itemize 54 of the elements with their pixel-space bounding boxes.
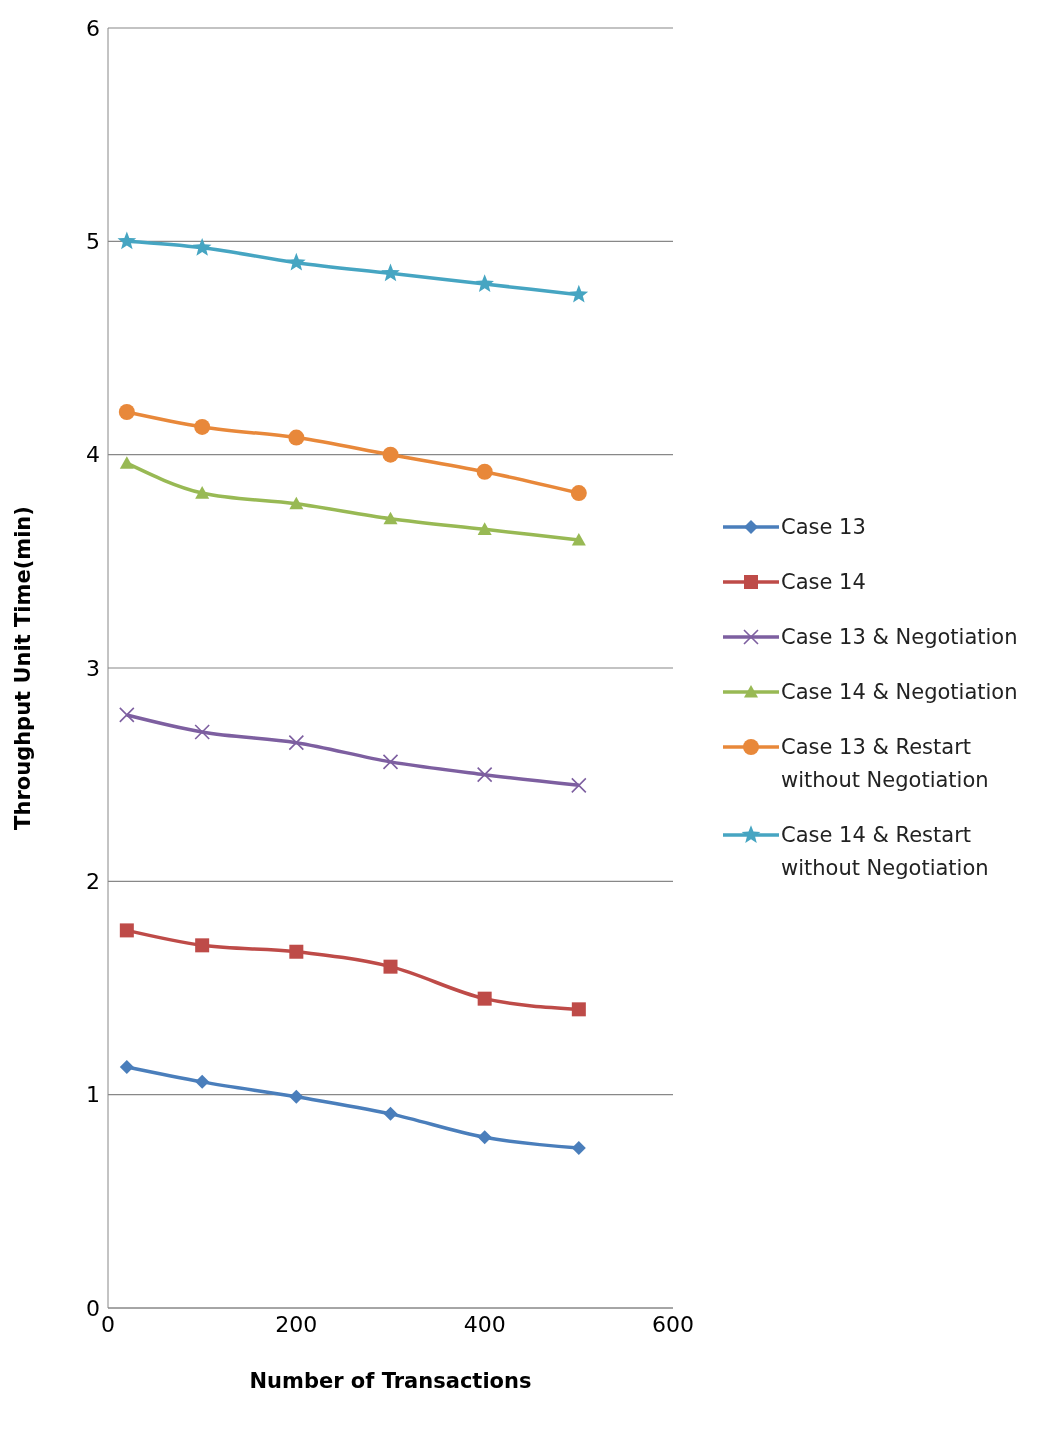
y-tick-label: 2 bbox=[86, 869, 100, 895]
x-axis-title: Number of Transactions bbox=[249, 1369, 532, 1393]
point bbox=[571, 1141, 586, 1155]
y-tick-label: 6 bbox=[86, 15, 100, 41]
point bbox=[289, 1089, 304, 1104]
legend-label: Case 14 bbox=[781, 569, 866, 596]
y-tick-label: 4 bbox=[86, 442, 100, 468]
point bbox=[289, 496, 304, 510]
point bbox=[118, 404, 135, 420]
point bbox=[117, 231, 137, 250]
point bbox=[571, 533, 586, 546]
point bbox=[477, 522, 492, 535]
y-tick-label: 1 bbox=[86, 1082, 100, 1108]
legend-label: Case 14 & Restart without Negotiation bbox=[781, 822, 990, 882]
point bbox=[194, 418, 211, 435]
point bbox=[288, 429, 305, 446]
point bbox=[194, 724, 210, 740]
point bbox=[289, 944, 304, 959]
x-tick-label: 200 bbox=[275, 1311, 318, 1337]
point bbox=[477, 991, 492, 1006]
point bbox=[477, 1130, 492, 1145]
x-tick-label: 600 bbox=[652, 1311, 694, 1337]
point bbox=[119, 923, 134, 938]
point bbox=[287, 252, 306, 271]
point bbox=[571, 1002, 586, 1017]
point bbox=[288, 734, 305, 751]
legend-label: Case 13 & Negotiation bbox=[781, 624, 1018, 651]
legend-label: Case 13 & Restart without Negotiation bbox=[781, 734, 990, 794]
point bbox=[119, 456, 134, 469]
point bbox=[195, 486, 210, 499]
point bbox=[570, 485, 587, 502]
point bbox=[195, 938, 210, 953]
point bbox=[383, 511, 398, 525]
point bbox=[476, 463, 493, 480]
y-tick-label: 0 bbox=[86, 1295, 100, 1321]
point bbox=[571, 777, 587, 794]
y-axis-title: Throughput Unit Time(min) bbox=[11, 506, 36, 830]
point bbox=[476, 766, 493, 783]
x-tick-label: 400 bbox=[463, 1311, 506, 1337]
point bbox=[192, 237, 212, 256]
y-tick-label: 5 bbox=[86, 229, 100, 255]
point bbox=[569, 284, 589, 303]
point bbox=[119, 707, 135, 723]
point bbox=[119, 1059, 134, 1074]
point bbox=[382, 754, 399, 770]
point bbox=[475, 274, 494, 292]
point bbox=[383, 959, 398, 974]
point bbox=[382, 446, 399, 463]
legend-label: Case 13 bbox=[781, 514, 866, 541]
legend-label: Case 14 & Negotiation bbox=[781, 679, 1018, 706]
point bbox=[381, 263, 400, 282]
point bbox=[383, 1106, 398, 1121]
y-tick-label: 3 bbox=[86, 655, 100, 681]
point bbox=[195, 1074, 210, 1089]
